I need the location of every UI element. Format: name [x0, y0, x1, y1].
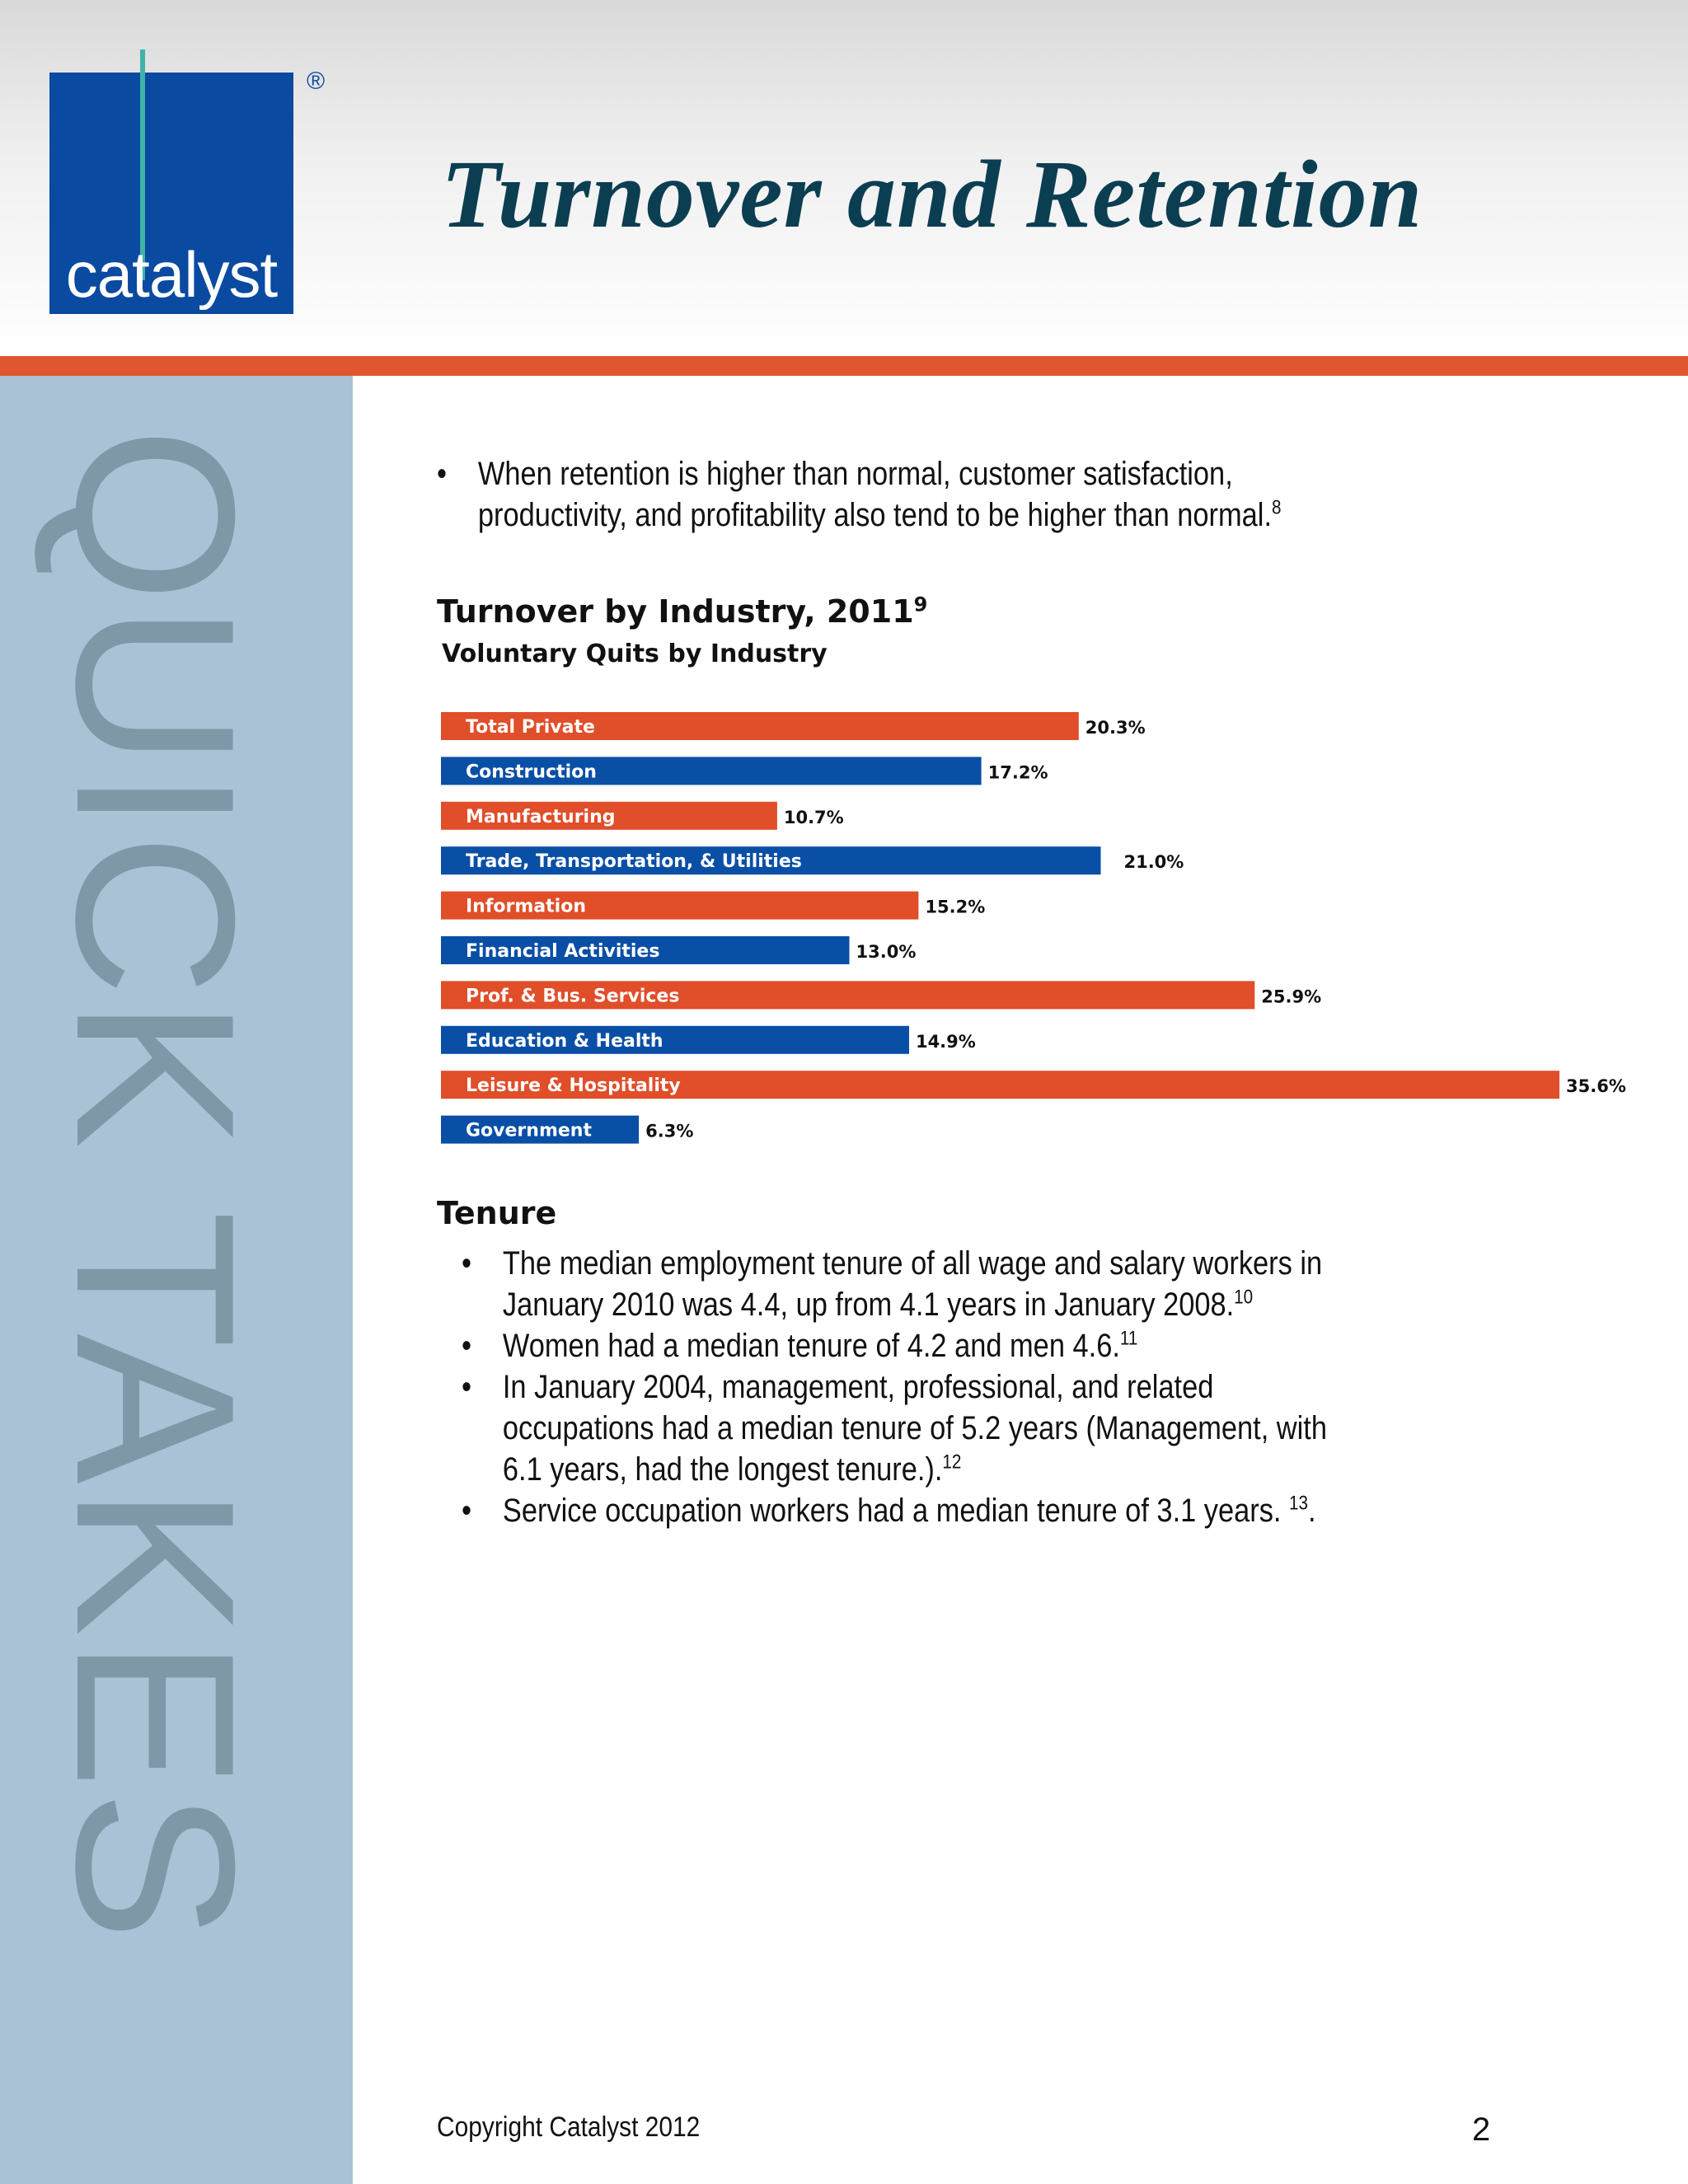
tenure-bullet: • In January 2004, management, professio… — [462, 1366, 1369, 1490]
bar-education-health — [441, 1025, 909, 1054]
chart-title: Voluntary Quits by Industry — [442, 640, 828, 668]
value-label: 14.9% — [916, 1032, 976, 1052]
category-label: Financial Activities — [466, 941, 659, 962]
value-label: 21.0% — [1123, 852, 1184, 872]
tenure-heading: Tenure — [437, 1195, 557, 1231]
tenure-bullet: • Service occupation workers had a media… — [462, 1490, 1369, 1531]
bar-prof-bus-services — [441, 981, 1255, 1010]
value-label: 10.7% — [784, 808, 844, 827]
bar-information — [441, 891, 919, 920]
category-label: Information — [466, 897, 586, 917]
footnote-ref: 13 — [1289, 1492, 1309, 1515]
category-label: Total Private — [466, 717, 595, 738]
footnote-ref: 8 — [1271, 496, 1282, 519]
logo-accent-line — [140, 49, 145, 280]
value-label: 25.9% — [1261, 987, 1321, 1006]
bullet-text: The median employment tenure of all wage… — [502, 1245, 1323, 1323]
value-label: 35.6% — [1566, 1076, 1626, 1096]
bar-financial-activities — [441, 936, 850, 964]
category-label: Leisure & Hospitality — [466, 1076, 681, 1096]
bullet-text: Service occupation workers had a median … — [502, 1493, 1290, 1529]
page-header: catalyst ® Turnover and Retention — [0, 0, 1688, 356]
bar-leisure-hospitality — [441, 1071, 1559, 1099]
catalyst-logo: catalyst — [49, 49, 293, 314]
tenure-bullet: • The median employment tenure of all wa… — [462, 1243, 1369, 1325]
intro-bullet: • When retention is higher than normal, … — [437, 453, 1344, 536]
sidebar-band: QUICK TAKES — [0, 376, 353, 2184]
header-divider — [0, 356, 1688, 376]
category-label: Trade, Transportation, & Utilities — [466, 851, 802, 872]
category-label: Government — [466, 1121, 592, 1141]
chart-section-title: Turnover by Industry, 20119 — [437, 593, 928, 630]
bullet-text-tail: . — [1308, 1493, 1316, 1529]
voluntary-quits-bar-chart: Total Private 20.3% Construction 17.2% Manuf… — [441, 712, 1626, 1144]
registered-mark: ® — [307, 68, 326, 95]
bullet-text: In January 2004, management, professiona… — [502, 1369, 1327, 1488]
intro-bullet-list: • When retention is higher than normal, … — [437, 453, 1492, 536]
value-label: 17.2% — [988, 762, 1048, 782]
page-title: Turnover and Retention — [441, 140, 1423, 248]
sidebar-label: QUICK TAKES — [29, 427, 281, 1943]
footnote-ref: 12 — [942, 1451, 962, 1474]
bullet-marker: • — [437, 456, 448, 492]
bullet-text: Women had a median tenure of 4.2 and men… — [502, 1328, 1120, 1364]
bar-government — [441, 1115, 640, 1144]
bullet-marker: • — [462, 1245, 472, 1282]
bullet-text: When retention is higher than normal, cu… — [477, 456, 1272, 533]
category-label: Prof. & Bus. Services — [466, 986, 679, 1006]
tenure-bullet: • Women had a median tenure of 4.2 and m… — [462, 1325, 1369, 1366]
footnote-ref: 9 — [913, 593, 928, 616]
category-label: Manufacturing — [466, 807, 616, 827]
bar-construction — [441, 757, 982, 785]
value-label: 15.2% — [925, 898, 985, 917]
page-number: 2 — [1472, 2111, 1491, 2148]
category-label: Construction — [466, 762, 597, 782]
footnote-ref: 11 — [1119, 1327, 1138, 1350]
logo-text: catalyst — [65, 238, 278, 311]
value-label: 20.3% — [1085, 718, 1146, 738]
bullet-marker: • — [462, 1369, 472, 1405]
tenure-bullet-list: • The median employment tenure of all wa… — [462, 1243, 1517, 1531]
footer-copyright: Copyright Catalyst 2012 — [437, 2111, 701, 2143]
category-label: Education & Health — [466, 1031, 663, 1052]
bar-manufacturing — [441, 801, 777, 830]
value-label: 6.3% — [645, 1122, 693, 1141]
bar-total-private — [441, 712, 1079, 740]
footnote-ref: 10 — [1234, 1286, 1254, 1309]
bar-trade-transportation-utilities — [441, 846, 1101, 875]
value-label: 13.0% — [856, 942, 917, 962]
bullet-marker: • — [462, 1493, 472, 1529]
bullet-marker: • — [462, 1328, 472, 1364]
